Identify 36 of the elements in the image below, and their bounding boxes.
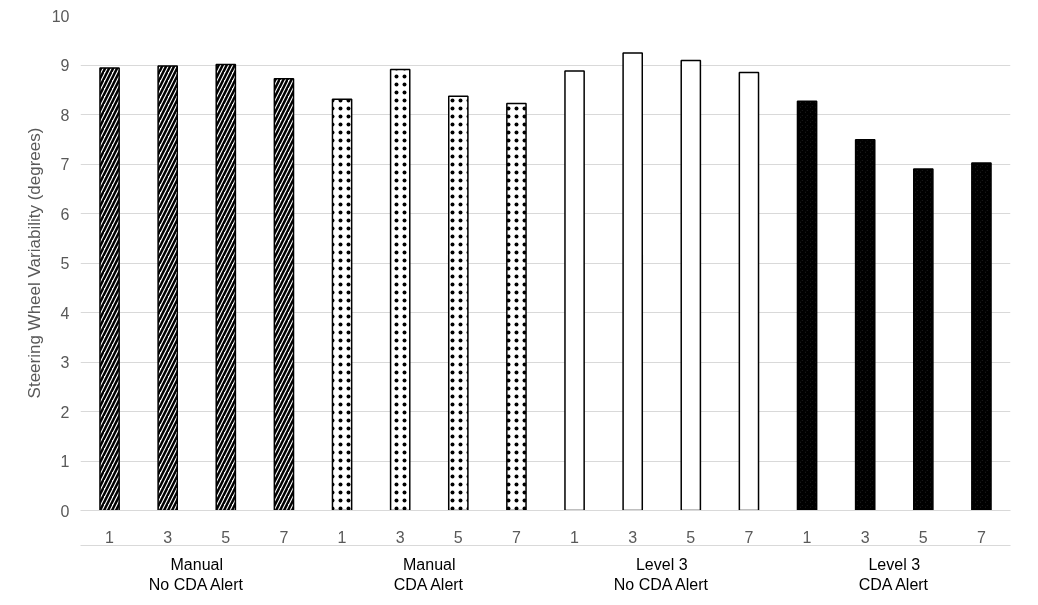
y-axis-title: Steering Wheel Variability (degrees)	[24, 127, 44, 399]
x-tick-label: 1	[570, 528, 580, 546]
y-tick-label: 3	[60, 354, 70, 371]
bar	[622, 52, 644, 511]
bar	[564, 70, 585, 511]
x-tick-label: 3	[860, 528, 870, 546]
x-tick-label: 3	[628, 528, 638, 546]
y-tick-label: 2	[60, 403, 70, 421]
y-tick-label: 1	[60, 453, 70, 470]
text: Manual No CDA Alert	[148, 555, 244, 593]
y-tick-label: 0	[60, 502, 70, 520]
y-tick-label: 6	[60, 205, 70, 223]
y-tick-label: 4	[60, 304, 70, 322]
text: Manual CDA Alert	[393, 555, 464, 593]
y-tick-label: 8	[60, 106, 70, 124]
text: Level 3 No CDA Alert	[613, 555, 709, 593]
x-tick-label: 7	[511, 528, 521, 546]
x-tick-label: 7	[976, 528, 986, 546]
bar	[680, 59, 702, 511]
x-tick-label: 5	[221, 528, 231, 546]
x-tick-label: 1	[337, 528, 347, 546]
bar	[738, 71, 760, 511]
x-tick-label: 7	[744, 528, 754, 546]
x-tick-label: 3	[395, 528, 405, 546]
x-tick-label: 5	[918, 528, 928, 546]
x-tick-label: 7	[279, 528, 289, 546]
y-tick-label: 5	[60, 255, 70, 272]
x-tick-label: 5	[686, 528, 696, 546]
y-tick-label: 7	[60, 156, 70, 173]
x-tick-label: 1	[802, 528, 812, 546]
x-tick-label: 5	[453, 528, 463, 546]
y-tick-label: 9	[60, 57, 70, 74]
text: Level 3 CDA Alert	[858, 555, 929, 593]
y-tick-label: 10	[51, 7, 70, 25]
x-tick-label: 3	[163, 528, 173, 546]
x-tick-label: 1	[105, 528, 115, 546]
